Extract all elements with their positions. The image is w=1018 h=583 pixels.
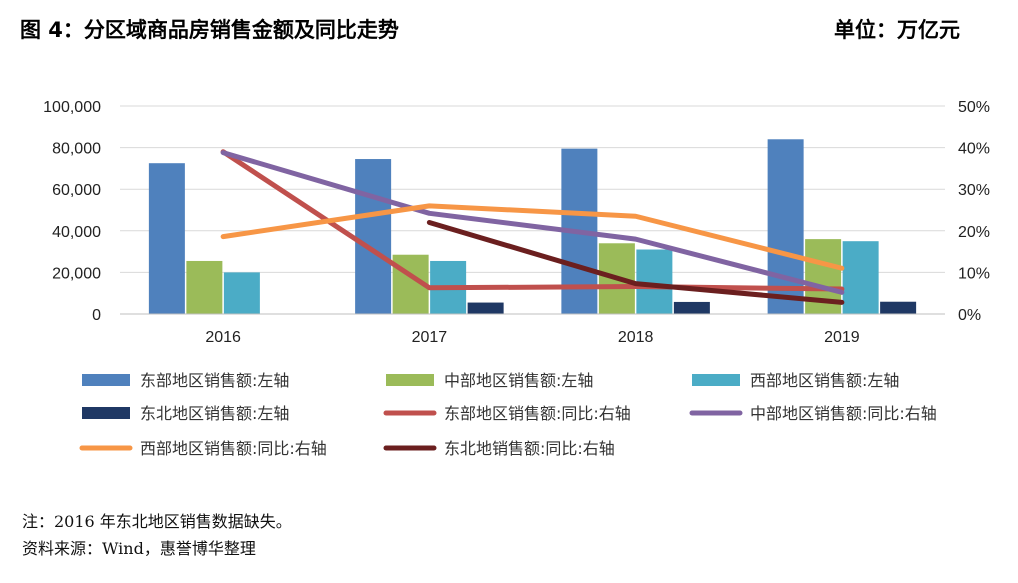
- title-row: 图 4：分区域商品房销售金额及同比走势 单位：万亿元: [20, 14, 960, 44]
- lines-layer: [220, 149, 845, 305]
- legend-label: 东北地区销售额:左轴: [140, 404, 289, 423]
- series-line: [220, 203, 845, 271]
- bar: [223, 272, 260, 314]
- series-line: [220, 150, 845, 295]
- left-tick-label: 0: [92, 307, 101, 324]
- bar: [767, 139, 804, 314]
- left-tick-label: 20,000: [52, 265, 101, 282]
- bar: [355, 159, 392, 314]
- legend-label: 东部地区销售额:同比:右轴: [444, 404, 631, 423]
- bar: [673, 301, 710, 314]
- right-tick-label: 10%: [958, 265, 990, 282]
- right-tick-label: 40%: [958, 141, 990, 158]
- left-tick-label: 80,000: [52, 141, 101, 158]
- x-tick-label: 2017: [412, 329, 448, 346]
- legend-swatch: [82, 407, 130, 419]
- bar: [148, 163, 185, 314]
- bar: [880, 301, 917, 314]
- chart: 0 20,000 40,000 60,000 80,000 100,000 0% 10% 20%…: [43, 99, 990, 458]
- left-tick-label: 40,000: [52, 224, 101, 241]
- legend-label: 西部地区销售额:左轴: [750, 371, 899, 390]
- left-tick-label: 100,000: [43, 99, 101, 116]
- bars-layer: [148, 139, 917, 314]
- left-tick-label: 60,000: [52, 182, 101, 199]
- notes: 注：2016 年东北地区销售数据缺失。 资料来源：Wind，惠誉博华整理: [22, 508, 982, 562]
- figure-title: 图 4：分区域商品房销售金额及同比走势: [20, 18, 399, 42]
- source-note: 资料来源：Wind，惠誉博华整理: [22, 539, 256, 558]
- axis-layer: 0 20,000 40,000 60,000 80,000 100,000 0% 10% 20%…: [43, 99, 990, 346]
- legend-swatch: [692, 374, 740, 386]
- bar: [842, 241, 879, 314]
- x-tick-label: 2019: [824, 329, 860, 346]
- legend-label: 东北地销售额:同比:右轴: [444, 439, 615, 458]
- bar: [186, 260, 223, 314]
- legend-label: 中部地区销售额:同比:右轴: [750, 404, 937, 423]
- x-tick-label: 2016: [205, 329, 241, 346]
- legend-swatch: [82, 374, 130, 386]
- right-tick-label: 20%: [958, 224, 990, 241]
- right-tick-label: 50%: [958, 99, 990, 116]
- legend: 东部地区销售额:左轴 中部地区销售额:左轴 西部地区销售额:左轴东北地区销售额:左轴…: [79, 371, 937, 458]
- legend-label: 西部地区销售额:同比:右轴: [140, 439, 327, 458]
- right-tick-label: 0%: [958, 307, 981, 324]
- legend-swatch: [386, 374, 434, 386]
- unit-label: 单位：万亿元: [834, 18, 960, 42]
- x-tick-label: 2018: [618, 329, 654, 346]
- footnote: 注：2016 年东北地区销售数据缺失。: [22, 512, 292, 531]
- legend-label: 东部地区销售额:左轴: [140, 371, 289, 390]
- bar: [467, 302, 504, 314]
- series-line: [426, 219, 845, 305]
- legend-label: 中部地区销售额:左轴: [444, 371, 593, 390]
- right-tick-label: 30%: [958, 182, 990, 199]
